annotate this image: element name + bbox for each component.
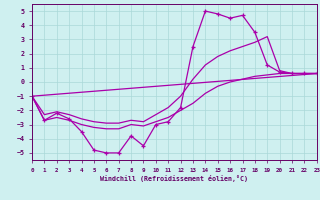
X-axis label: Windchill (Refroidissement éolien,°C): Windchill (Refroidissement éolien,°C) xyxy=(100,175,248,182)
